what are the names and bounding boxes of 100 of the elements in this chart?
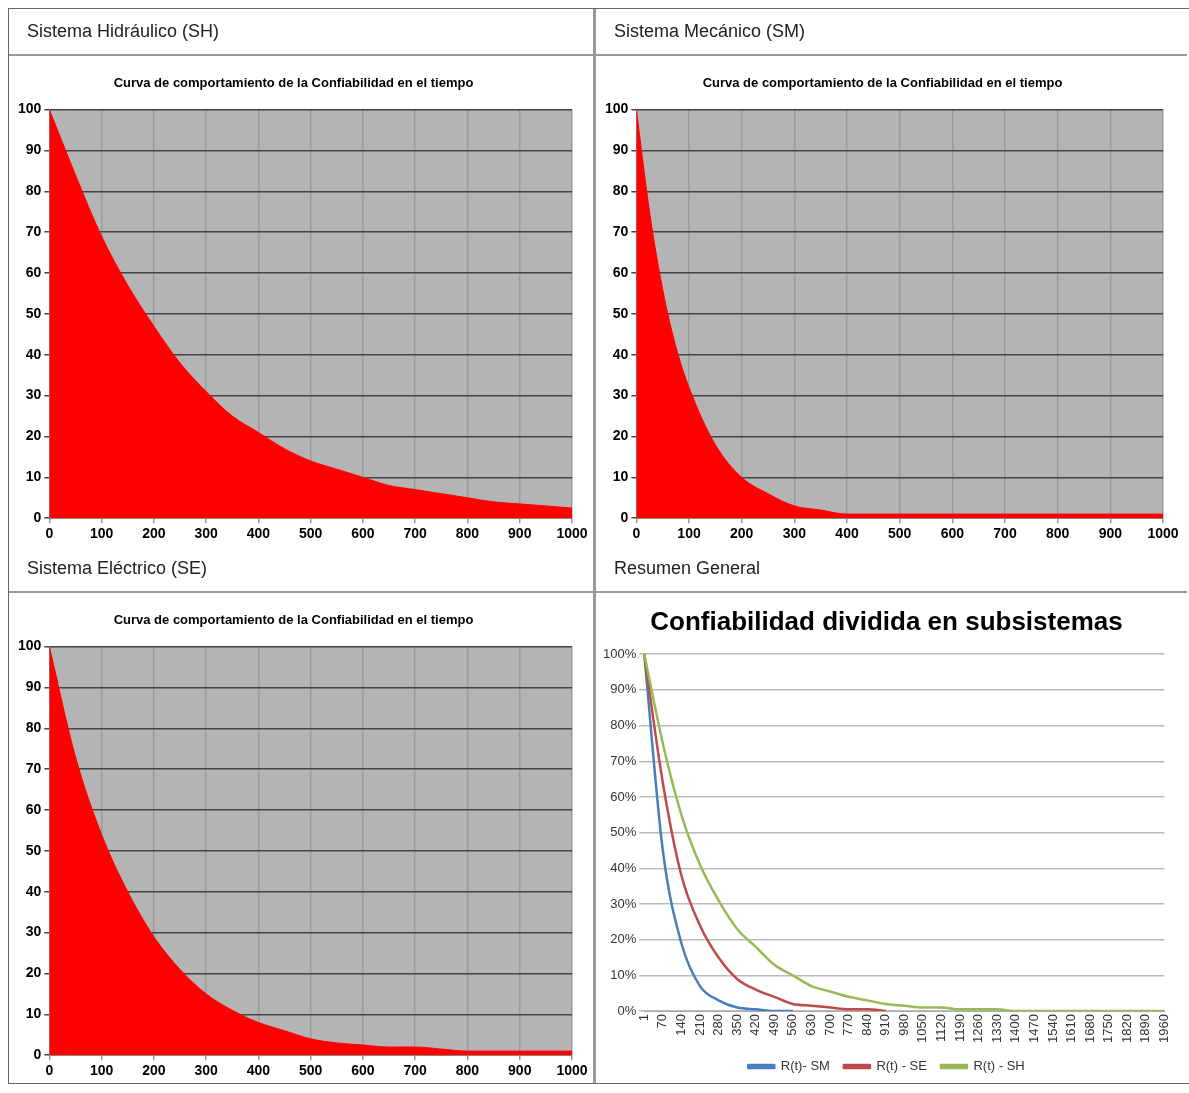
- x-tick-label: 140: [672, 1014, 688, 1036]
- x-tick-label: 400: [835, 525, 859, 542]
- y-tick-label: 60: [612, 263, 629, 280]
- x-tick-label: 900: [508, 525, 532, 542]
- x-tick-label: 1000: [556, 525, 588, 542]
- x-tick-label: 1680: [1081, 1014, 1097, 1043]
- y-tick-label: 20%: [610, 931, 637, 947]
- x-tick-label: 280: [710, 1014, 726, 1036]
- x-tick-label: 300: [194, 1062, 219, 1079]
- x-tick-label: 1000: [556, 1062, 588, 1079]
- y-tick-label: 80: [25, 182, 42, 199]
- x-tick-label: 1400: [1007, 1014, 1023, 1043]
- y-tick-label: 10: [25, 468, 42, 485]
- chart-title: Resumen General: [596, 546, 1187, 593]
- y-tick-label: 20: [25, 427, 42, 444]
- chart-subtitle: Confiabilidad dividida en subsistemas: [650, 605, 1123, 636]
- y-tick-label: 70%: [610, 752, 637, 768]
- x-tick-label: 560: [784, 1014, 800, 1036]
- x-tick-label: 800: [1045, 525, 1070, 542]
- legend-label: R(t)- SM: [780, 1058, 830, 1074]
- x-tick-label: 100: [89, 1062, 114, 1079]
- x-tick-label: 500: [299, 1062, 323, 1079]
- y-tick-label: 80%: [610, 717, 637, 733]
- y-tick-label: 100: [18, 100, 42, 117]
- x-tick-label: 770: [840, 1014, 856, 1036]
- x-tick-label: 400: [246, 1062, 271, 1079]
- y-tick-label: 100: [605, 100, 629, 117]
- x-tick-label: 210: [691, 1014, 707, 1036]
- x-tick-label: 70: [654, 1014, 670, 1029]
- chart-subtitle: Curva de comportamiento de la Confiabilidad en el tiempo: [702, 75, 1063, 91]
- y-tick-label: 20: [612, 427, 629, 444]
- x-tick-label: 300: [782, 525, 807, 542]
- y-tick-label: 50: [25, 841, 42, 858]
- x-tick-label: 900: [508, 1062, 532, 1079]
- y-tick-label: 0: [33, 1046, 42, 1063]
- y-tick-label: 40: [612, 345, 629, 362]
- x-tick-label: 600: [940, 525, 965, 542]
- x-tick-label: 910: [877, 1014, 893, 1036]
- x-tick-label: 630: [803, 1014, 819, 1036]
- y-tick-label: 30: [612, 386, 629, 403]
- y-tick-label: 40: [25, 345, 42, 362]
- x-tick-label: 1000: [1147, 525, 1179, 542]
- x-tick-label: 1820: [1118, 1014, 1134, 1043]
- y-tick-label: 10%: [610, 966, 637, 982]
- y-tick-label: 80: [612, 182, 629, 199]
- x-tick-label: 700: [403, 1062, 428, 1079]
- x-tick-label: 0: [45, 525, 54, 542]
- x-tick-label: 1: [635, 1014, 651, 1022]
- x-tick-label: 1260: [970, 1014, 986, 1043]
- x-tick-label: 300: [194, 525, 219, 542]
- chart-subtitle: Curva de comportamiento de la Confiabilidad en el tiempo: [113, 75, 474, 91]
- y-tick-label: 50%: [610, 824, 637, 840]
- y-tick-label: 0: [33, 509, 42, 526]
- x-tick-label: 200: [730, 525, 754, 542]
- x-tick-label: 1120: [933, 1014, 949, 1043]
- y-tick-label: 70: [612, 223, 629, 240]
- x-tick-label: 350: [728, 1014, 744, 1036]
- x-tick-label: 980: [895, 1014, 911, 1036]
- x-tick-label: 1610: [1063, 1014, 1079, 1043]
- x-tick-label: 1890: [1137, 1014, 1153, 1043]
- x-tick-label: 800: [455, 525, 480, 542]
- x-tick-label: 700: [403, 525, 428, 542]
- x-tick-label: 840: [858, 1014, 874, 1036]
- y-tick-label: 50: [612, 304, 629, 321]
- y-tick-label: 40: [25, 882, 42, 899]
- y-tick-label: 90: [25, 678, 42, 695]
- y-tick-label: 0: [620, 509, 629, 526]
- x-tick-label: 1960: [1155, 1014, 1171, 1043]
- chart-title: Sistema Eléctrico (SE): [9, 546, 593, 593]
- x-tick-label: 490: [765, 1014, 781, 1036]
- y-tick-label: 30: [25, 923, 42, 940]
- x-tick-label: 1330: [988, 1014, 1004, 1043]
- y-tick-label: 90%: [610, 681, 637, 697]
- y-tick-label: 100%: [603, 645, 637, 661]
- x-tick-label: 200: [142, 1062, 166, 1079]
- x-tick-label: 400: [246, 525, 271, 542]
- x-tick-label: 100: [89, 525, 114, 542]
- x-tick-label: 1050: [914, 1014, 930, 1043]
- x-tick-label: 1750: [1100, 1014, 1116, 1043]
- chart-subtitle: Curva de comportamiento de la Confiabilidad en el tiempo: [113, 612, 474, 628]
- y-tick-label: 40%: [610, 859, 637, 875]
- y-tick-label: 20: [25, 964, 42, 981]
- y-tick-label: 30%: [610, 895, 637, 911]
- x-tick-label: 200: [142, 525, 166, 542]
- legend-label: R(t) - SE: [876, 1058, 928, 1074]
- y-tick-label: 60%: [610, 788, 637, 804]
- y-tick-label: 50: [25, 304, 42, 321]
- y-tick-label: 10: [25, 1005, 42, 1022]
- y-tick-label: 80: [25, 719, 42, 736]
- y-tick-label: 30: [25, 386, 42, 403]
- legend-label: R(t) - SH: [973, 1058, 1025, 1074]
- x-tick-label: 1470: [1025, 1014, 1041, 1043]
- y-tick-label: 100: [18, 637, 42, 654]
- y-tick-label: 60: [25, 800, 42, 817]
- x-tick-label: 420: [747, 1014, 763, 1036]
- y-tick-label: 0%: [617, 1002, 637, 1018]
- x-tick-label: 1190: [951, 1014, 967, 1043]
- chart-title: Sistema Hidráulico (SH): [9, 9, 593, 56]
- y-tick-label: 90: [25, 141, 42, 158]
- x-tick-label: 600: [351, 525, 375, 542]
